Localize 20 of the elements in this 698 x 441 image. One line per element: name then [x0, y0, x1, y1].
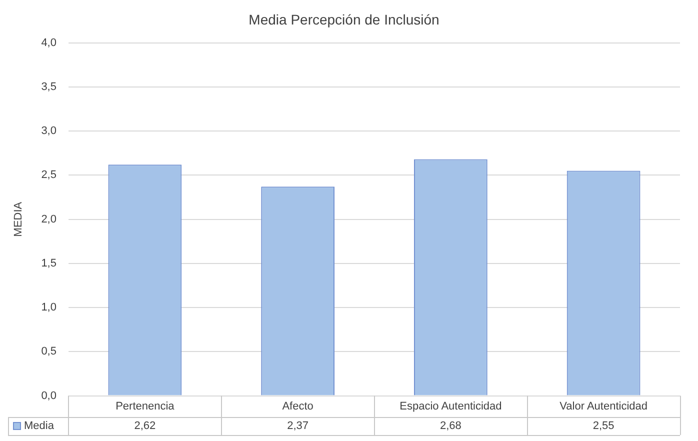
- y-tick-label: 3,5: [41, 80, 56, 93]
- y-tick-label: 0,5: [41, 346, 56, 358]
- y-tick-label: 1,0: [41, 302, 56, 314]
- x-tick-label: Espacio Autenticidad: [400, 400, 502, 412]
- y-tick-label: 2,0: [41, 213, 56, 226]
- y-tick-label: 1,5: [41, 257, 56, 270]
- legend-label: Media: [24, 420, 55, 432]
- y-tick-label: 3,0: [41, 125, 56, 138]
- y-axis-title: MEDIA: [12, 201, 25, 237]
- x-tick-label: Pertenencia: [116, 400, 176, 412]
- x-tick-label: Valor Autenticidad: [560, 400, 648, 412]
- y-tick-label: 2,5: [41, 169, 56, 182]
- data-label: 2,55: [592, 420, 614, 432]
- data-label: 2,37: [287, 420, 309, 432]
- data-label: 2,68: [440, 420, 462, 432]
- y-tick-label: 0,0: [41, 390, 56, 402]
- chart-title: Media Percepción de Inclusión: [248, 11, 440, 28]
- x-tick-label: Afecto: [282, 400, 314, 412]
- y-tick-label: 4,0: [41, 36, 56, 49]
- data-label: 2,62: [134, 420, 156, 432]
